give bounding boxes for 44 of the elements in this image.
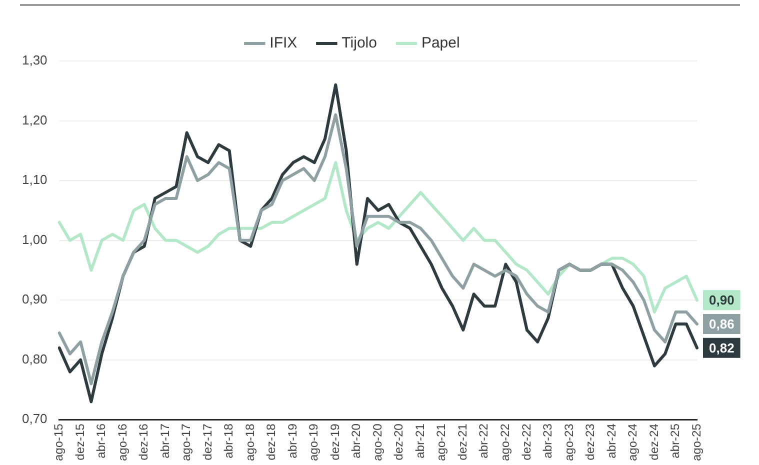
x-tick-label: abr-21 xyxy=(412,423,427,458)
x-tick-label: ago-16 xyxy=(115,423,130,462)
x-tick-label: ago-17 xyxy=(179,423,194,462)
legend-label: Papel xyxy=(421,34,460,52)
x-tick-label: ago-15 xyxy=(52,423,66,462)
x-tick-label: abr-24 xyxy=(604,423,618,458)
data-label: 0,86 xyxy=(709,316,734,332)
x-tick-label: abr-22 xyxy=(476,423,491,458)
data-label: 0,82 xyxy=(709,340,734,356)
x-tick-label: abr-20 xyxy=(349,423,364,458)
x-tick-label: ago-21 xyxy=(434,423,448,462)
x-tick-label: ago-19 xyxy=(306,423,321,462)
x-tick-label: abr-16 xyxy=(94,423,108,458)
y-tick-label: 1,30 xyxy=(22,52,48,68)
y-tick-label: 1,00 xyxy=(22,232,48,247)
x-tick-label: dez-18 xyxy=(264,423,278,460)
x-tick-label: abr-19 xyxy=(285,423,300,458)
x-tick-label: dez-23 xyxy=(583,423,598,460)
x-tick-label: ago-20 xyxy=(370,423,384,462)
legend-label: Tijolo xyxy=(342,34,377,52)
x-tick-label: abr-17 xyxy=(158,423,172,458)
y-tick-label: 0,80 xyxy=(22,351,48,366)
x-tick-label: dez-21 xyxy=(455,423,470,460)
x-tick-label: ago-18 xyxy=(242,423,257,462)
x-tick-label: ago-23 xyxy=(562,423,576,462)
data-label: 0,90 xyxy=(709,292,734,308)
x-tick-label: ago-24 xyxy=(626,423,640,462)
x-tick-label: abr-18 xyxy=(222,423,236,458)
legend-label: IFIX xyxy=(270,34,298,52)
y-tick-label: 0,70 xyxy=(22,411,48,426)
x-tick-label: dez-16 xyxy=(136,423,151,460)
y-tick-label: 0,90 xyxy=(22,292,48,307)
x-tick-label: abr-25 xyxy=(668,423,682,458)
x-tick-label: dez-19 xyxy=(328,423,342,460)
y-tick-label: 1,20 xyxy=(22,112,48,128)
x-tick-label: dez-17 xyxy=(200,423,214,460)
x-tick-label: dez-20 xyxy=(392,423,406,460)
x-tick-label: ago-25 xyxy=(689,423,704,462)
x-tick-label: dez-15 xyxy=(72,423,87,460)
x-tick-label: ago-22 xyxy=(498,423,512,462)
x-tick-label: abr-23 xyxy=(540,423,555,458)
x-tick-label: dez-24 xyxy=(646,423,661,460)
x-tick-label: dez-22 xyxy=(519,423,534,460)
y-tick-label: 1,10 xyxy=(22,172,48,188)
